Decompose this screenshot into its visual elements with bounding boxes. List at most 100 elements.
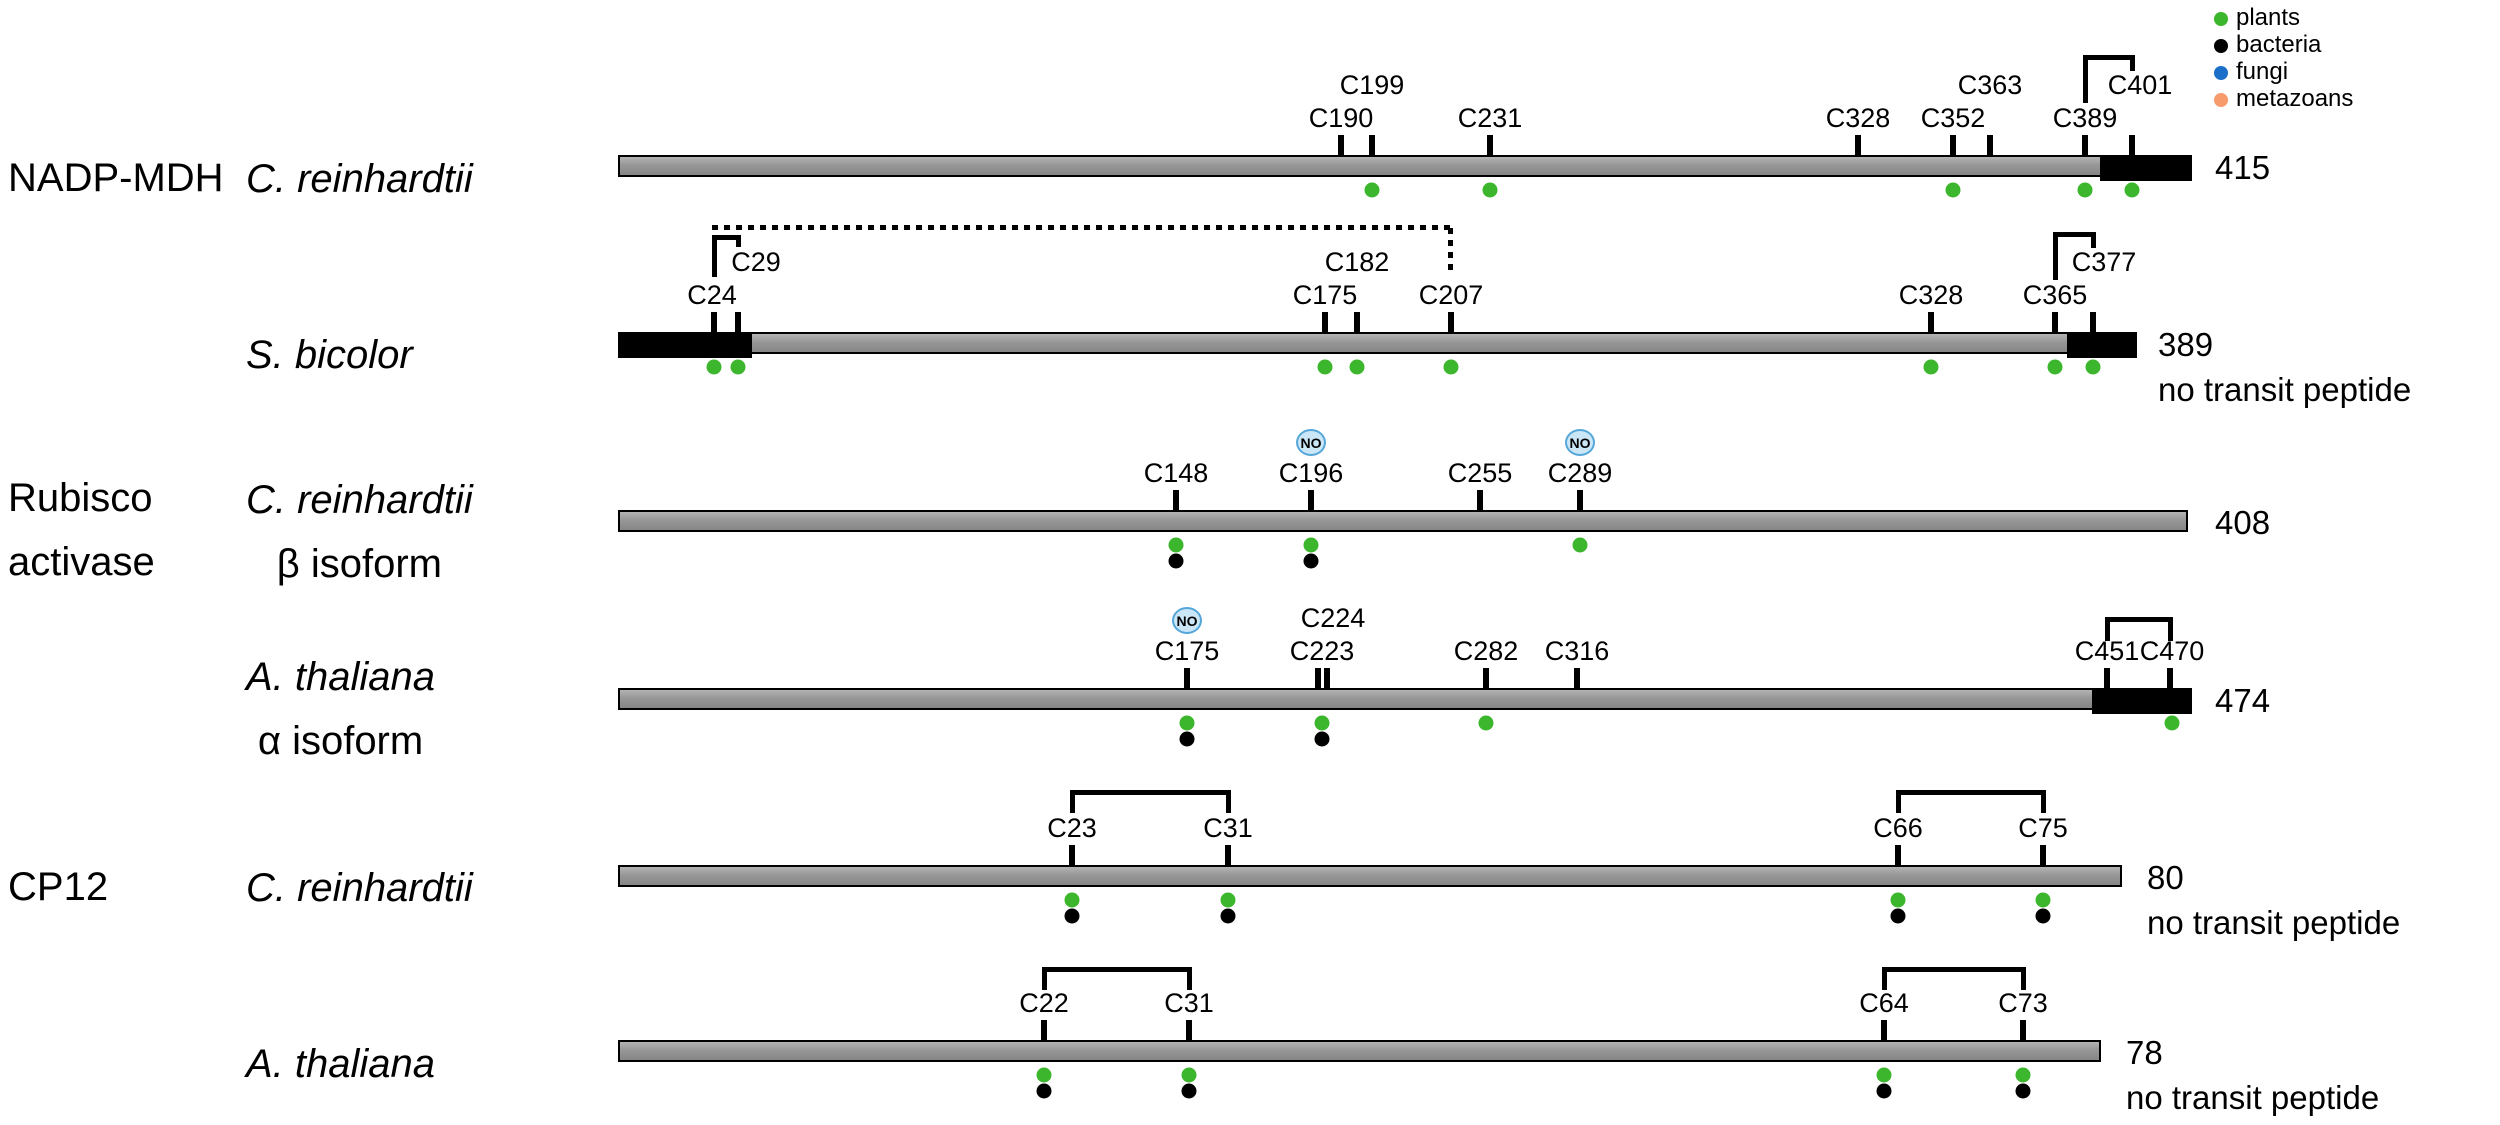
residue-tick xyxy=(2082,135,2088,155)
bracket-bar xyxy=(712,235,741,240)
bacteria-dot xyxy=(1179,731,1195,747)
plants-dot xyxy=(2035,892,2051,908)
residue-tick xyxy=(1477,490,1483,510)
residue-tick xyxy=(1184,668,1190,688)
bracket-leg xyxy=(1896,790,1901,813)
length-annotation: 408 xyxy=(2215,500,2270,545)
bracket-leg xyxy=(712,235,717,277)
residue-label: C196 xyxy=(1278,458,1344,488)
bacteria-dot xyxy=(1220,908,1236,924)
bacteria-dot xyxy=(1064,908,1080,924)
protein-bar xyxy=(618,332,2137,358)
residue-label: C224 xyxy=(1300,603,1366,633)
species-name: A. thaliana xyxy=(246,1042,436,1086)
bacteria-dot xyxy=(1168,553,1184,569)
plants-dot xyxy=(730,359,746,375)
residue-label: C282 xyxy=(1453,636,1519,666)
residue-tick xyxy=(1225,845,1231,865)
bacteria-dot xyxy=(1181,1083,1197,1099)
plants-dot xyxy=(1482,182,1498,198)
protein-length: 78 xyxy=(2126,1034,2163,1071)
protein-bar xyxy=(618,688,2192,714)
disulfide-dotted-line xyxy=(712,225,1453,230)
residue-tick xyxy=(2129,135,2135,155)
transit-peptide-segment xyxy=(2100,155,2192,181)
bracket-leg xyxy=(2083,55,2088,103)
species-label: C. reinhardtii β isoform xyxy=(246,468,473,596)
plants-dot xyxy=(1314,715,1330,731)
bracket-leg xyxy=(2021,967,2026,990)
bracket-bar xyxy=(2083,55,2135,60)
protein-length: 389 xyxy=(2158,326,2214,363)
plants-dot xyxy=(2124,182,2140,198)
residue-label: C22 xyxy=(1019,988,1069,1018)
residue-tick xyxy=(1354,312,1360,332)
bracket-leg xyxy=(2041,790,2046,813)
legend-label-fungi: fungi xyxy=(2236,58,2289,85)
bacteria-dot xyxy=(1876,1083,1892,1099)
species-label: C. reinhardtii xyxy=(246,147,473,211)
residue-label: C182 xyxy=(1324,247,1390,277)
residue-label: C401 xyxy=(2107,70,2173,100)
residue-tick xyxy=(1987,135,1993,155)
bacteria-dot xyxy=(1890,908,1906,924)
bacteria-dot xyxy=(2015,1083,2031,1099)
species-label: A. thaliana xyxy=(246,1032,435,1096)
transit-peptide-segment xyxy=(2067,332,2137,358)
residue-label: C75 xyxy=(2018,813,2068,843)
plants-dot xyxy=(1364,182,1380,198)
residue-tick xyxy=(1324,668,1330,688)
transit-peptide-segment xyxy=(2092,688,2192,714)
plants-dot xyxy=(1876,1067,1892,1083)
isoform-label: β isoform xyxy=(276,542,443,586)
plants-dot xyxy=(1064,892,1080,908)
species-label: C. reinhardtii xyxy=(246,856,473,920)
residue-tick xyxy=(1487,135,1493,155)
residue-tick xyxy=(735,312,741,332)
residue-tick xyxy=(1315,668,1321,688)
residue-label: C365 xyxy=(2022,280,2088,310)
plants-dot xyxy=(1572,537,1588,553)
fungi-legend-dot xyxy=(2214,66,2228,80)
legend-label-metazoans: metazoans xyxy=(2236,85,2354,112)
group-label: CP12 xyxy=(8,865,109,909)
metazoans-legend-dot xyxy=(2214,93,2228,107)
plants-dot xyxy=(2015,1067,2031,1083)
group-label: Rubisco xyxy=(8,476,153,520)
plants-dot xyxy=(1220,892,1236,908)
species-label: A. thaliana α isoform xyxy=(246,645,435,773)
residue-label: C148 xyxy=(1143,458,1209,488)
residue-label: C23 xyxy=(1047,813,1097,843)
residue-label: C207 xyxy=(1418,280,1484,310)
residue-tick xyxy=(1855,135,1861,155)
residue-label: C175 xyxy=(1154,636,1220,666)
bracket-leg xyxy=(2105,617,2110,641)
residue-tick xyxy=(1881,1020,1887,1040)
residue-tick xyxy=(1069,845,1075,865)
bracket-leg xyxy=(736,235,741,247)
length-annotation: 415 xyxy=(2215,145,2270,190)
bracket-bar xyxy=(1882,967,2026,972)
plants-dot xyxy=(1036,1067,1052,1083)
bracket-leg xyxy=(1882,967,1887,990)
residue-tick xyxy=(1928,312,1934,332)
residue-tick xyxy=(1173,490,1179,510)
group-label: NADP-MDH xyxy=(8,156,224,200)
residue-label: C190 xyxy=(1308,103,1374,133)
residue-label: C175 xyxy=(1292,280,1358,310)
plants-dot xyxy=(1168,537,1184,553)
residue-tick xyxy=(1186,1020,1192,1040)
species-name: C. reinhardtii xyxy=(246,157,473,201)
plants-dot xyxy=(2085,359,2101,375)
species-label: S. bicolor xyxy=(246,323,413,387)
bracket-leg xyxy=(1187,967,1192,990)
plants-dot xyxy=(706,359,722,375)
transit-peptide-note: no transit peptide xyxy=(2158,371,2412,408)
residue-label: C470 xyxy=(2139,636,2205,666)
residue-label: C255 xyxy=(1447,458,1513,488)
residue-tick xyxy=(1041,1020,1047,1040)
residue-label: C223 xyxy=(1289,636,1355,666)
residue-tick xyxy=(2167,668,2173,688)
plants-dot xyxy=(2047,359,2063,375)
